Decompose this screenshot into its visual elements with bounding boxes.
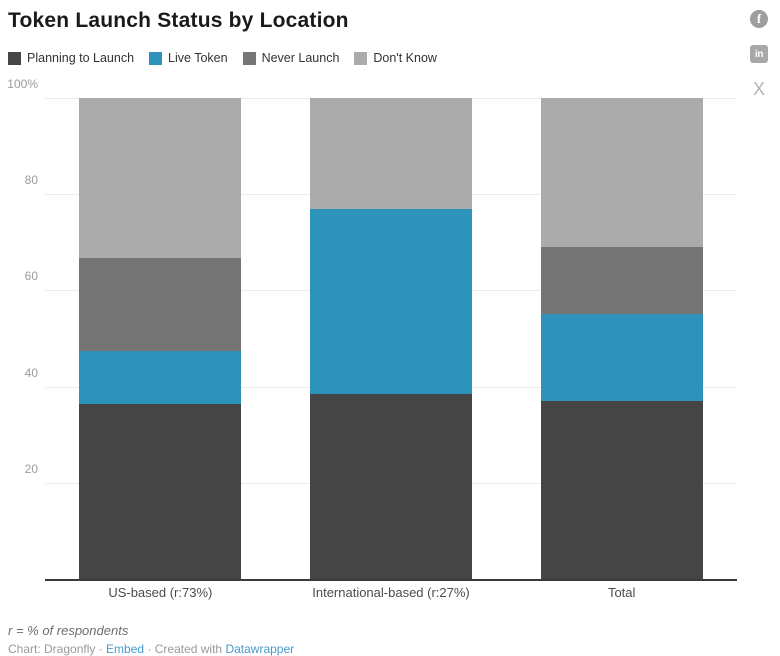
- legend-item: Planning to Launch: [8, 51, 134, 65]
- plot-area: 20 40 60 80 100%: [7, 77, 737, 581]
- bar-segment: [79, 98, 242, 259]
- legend-swatch-icon: [354, 51, 368, 65]
- y-tick-label-40: 40: [24, 365, 38, 380]
- embed-link[interactable]: Embed: [106, 642, 145, 656]
- bar-segment: [540, 247, 703, 315]
- bar-slot: [506, 98, 737, 579]
- legend-swatch-icon: [149, 51, 163, 65]
- facebook-share-icon[interactable]: f: [750, 10, 768, 28]
- legend-item: Don't Know: [354, 51, 437, 65]
- bar-segment: [79, 258, 242, 351]
- datawrapper-link[interactable]: Datawrapper: [225, 642, 295, 656]
- legend: Planning to Launch Live Token Never Launch…: [8, 51, 437, 65]
- attribution-middle: · Created with: [144, 642, 226, 656]
- share-buttons: f in X: [749, 10, 769, 115]
- y-tick-label-20: 20: [24, 461, 38, 476]
- stacked-bar: [310, 98, 472, 579]
- y-tick-label-100: 100%: [7, 77, 38, 91]
- x-share-icon[interactable]: X: [752, 78, 765, 99]
- bar-slot: [276, 98, 507, 579]
- y-tick-label-80: 80: [24, 173, 38, 188]
- linkedin-share-icon[interactable]: in: [750, 45, 768, 63]
- bar-segment: [540, 314, 703, 402]
- bar-segment: [310, 98, 472, 209]
- bar-segment: [310, 393, 472, 579]
- bar-segment: [79, 403, 242, 579]
- bar-segment: [540, 401, 703, 579]
- legend-swatch-icon: [242, 51, 256, 65]
- stacked-bar: [540, 98, 703, 579]
- legend-label: Live Token: [168, 51, 228, 65]
- page-title: Token Launch Status by Location: [8, 9, 349, 32]
- bar-segment: [540, 98, 703, 248]
- y-tick-label-60: 60: [24, 269, 38, 284]
- x-axis-label: International-based (r:27%): [312, 585, 470, 600]
- footnote: r = % of respondents: [8, 623, 129, 638]
- legend-item: Never Launch: [242, 51, 340, 65]
- x-axis-label: US-based (r:73%): [108, 585, 213, 600]
- stacked-bar: [79, 98, 242, 579]
- legend-label: Planning to Launch: [27, 51, 135, 65]
- legend-item: Live Token: [149, 51, 228, 65]
- x-axis-label: Total: [607, 585, 636, 600]
- bars-container: [45, 98, 737, 579]
- bar-slot: [45, 98, 276, 579]
- legend-label: Don't Know: [373, 51, 437, 65]
- legend-label: Never Launch: [261, 51, 340, 65]
- x-axis-labels: US-based (r:73%) International-based (r:2…: [45, 585, 737, 600]
- attribution-prefix: Chart: Dragonfly ·: [8, 642, 107, 656]
- bar-segment: [79, 350, 242, 404]
- attribution: Chart: Dragonfly · Embed · Created with …: [8, 642, 294, 656]
- legend-swatch-icon: [8, 51, 21, 65]
- bar-segment: [310, 208, 472, 394]
